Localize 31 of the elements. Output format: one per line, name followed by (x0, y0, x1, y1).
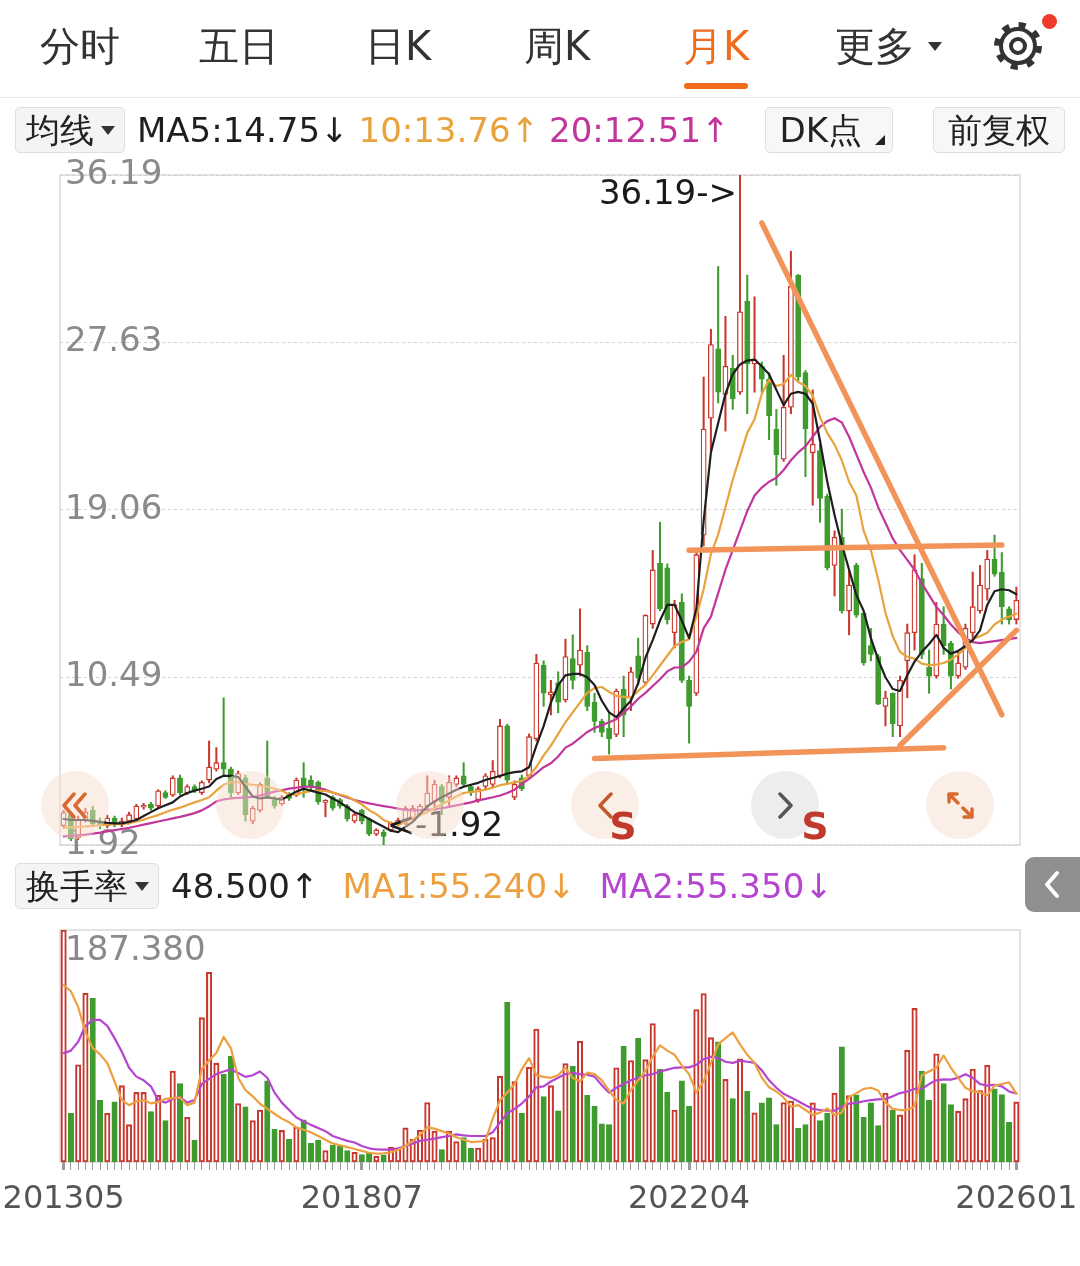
y-tick-label: 36.19 (65, 151, 163, 192)
legend-title: 换手率 (26, 866, 128, 906)
y-tick-label: 19.06 (65, 486, 163, 527)
text: 20:12.51↑ (549, 110, 730, 150)
button: DK点 (764, 107, 893, 153)
dropdown-button: 换手率 (15, 863, 159, 909)
y-tick-label: 27.63 (65, 319, 163, 360)
x-tick-label: 201807 (300, 1177, 423, 1216)
text: 更多 (835, 22, 915, 70)
y-tick-label: 10.49 (65, 654, 163, 695)
annotation: S (609, 804, 637, 848)
text: 五日 (199, 22, 279, 70)
annotation: S (801, 804, 829, 848)
legend-title: 均线 (26, 110, 94, 150)
text: 日K (364, 22, 432, 70)
text: 10:13.76↑ (358, 110, 540, 150)
x-tick-label: 202601 (955, 1177, 1078, 1216)
annotation: 36.19-> (598, 171, 737, 212)
text: 月K (682, 22, 750, 70)
text: 48.500↑ (171, 866, 319, 906)
dropdown-button: 均线 (15, 107, 125, 153)
text: MA5:14.75↓ (137, 110, 349, 150)
text: 周K (523, 22, 591, 70)
text: 分时 (40, 22, 120, 70)
text: MA2:55.350↓ (599, 866, 833, 906)
button: 前复权 (933, 107, 1065, 153)
text: MA1:55.240↓ (342, 866, 576, 906)
annotation: 187.380 (65, 928, 206, 968)
x-tick-label: 202204 (628, 1177, 751, 1216)
x-tick-label: 201305 (2, 1177, 125, 1216)
annotation: <-1.92 (386, 803, 504, 844)
